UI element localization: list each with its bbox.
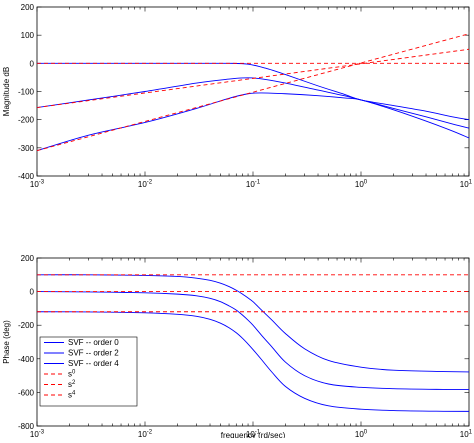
series-group: [37, 274, 469, 412]
y-tick-label: 200: [21, 254, 35, 263]
y-tick-label: 200: [21, 3, 35, 12]
y-tick-label: 0: [30, 288, 35, 297]
svf-curve: [37, 274, 469, 373]
legend-box: [39, 336, 138, 407]
svf-curve: [37, 311, 469, 412]
series-group: [37, 33, 469, 152]
asymptote-line: [37, 33, 469, 152]
svf-curve: [37, 92, 469, 152]
legend-label: SVF -- order 2: [68, 349, 119, 358]
y-axis-label: Phase (deg): [2, 320, 11, 364]
x-tick-label: 10-2: [138, 180, 153, 190]
y-tick-label: -200: [18, 116, 35, 125]
x-tick-label: 101: [460, 430, 473, 439]
x-tick-label: 10-1: [246, 180, 261, 190]
y-tick-label: -100: [18, 88, 35, 97]
x-tick-label: 10-2: [138, 430, 153, 439]
chart-panel-1: 10-3 10-2 10-1 100 101 -800 -600 -400 -200 0 200 Ph…: [2, 254, 473, 440]
x-tick-label: 10-3: [30, 180, 45, 190]
y-tick-label: -400: [18, 355, 35, 364]
y-tick-label: -200: [18, 321, 35, 330]
y-tick-label: 0: [30, 59, 35, 68]
x-tick-label: 10-3: [30, 430, 45, 439]
svf-curve: [37, 77, 469, 129]
plot-frame: [36, 6, 470, 177]
legend-label: s0: [68, 370, 76, 379]
svf-curve: [37, 291, 469, 390]
x-tick-label: 10-1: [246, 430, 261, 439]
x-tick-label: 100: [355, 430, 368, 439]
x-tick-label: 101: [460, 180, 473, 190]
y-tick-label: -600: [18, 388, 35, 397]
legend-label: SVF -- order 4: [68, 359, 119, 368]
legend-label: SVF -- order 0: [68, 338, 119, 347]
y-tick-label: 100: [21, 31, 35, 40]
y-tick-label: -300: [18, 144, 35, 153]
svf-curve: [37, 62, 469, 121]
y-tick-label: -400: [18, 172, 35, 181]
y-axis-label: Magnitude dB: [2, 67, 11, 116]
y-tick-label: -800: [18, 422, 35, 431]
asymptote-line: [37, 48, 469, 108]
legend-label: s4: [68, 391, 76, 400]
x-tick-label: 100: [355, 180, 368, 190]
x-axis-label: frequency (rd/sec): [221, 431, 286, 438]
legend-label: s2: [68, 380, 76, 389]
chart-panel-0: 10-3 10-2 10-1 100 101 -400 -300 -200 -100 0 100 20…: [2, 3, 473, 189]
